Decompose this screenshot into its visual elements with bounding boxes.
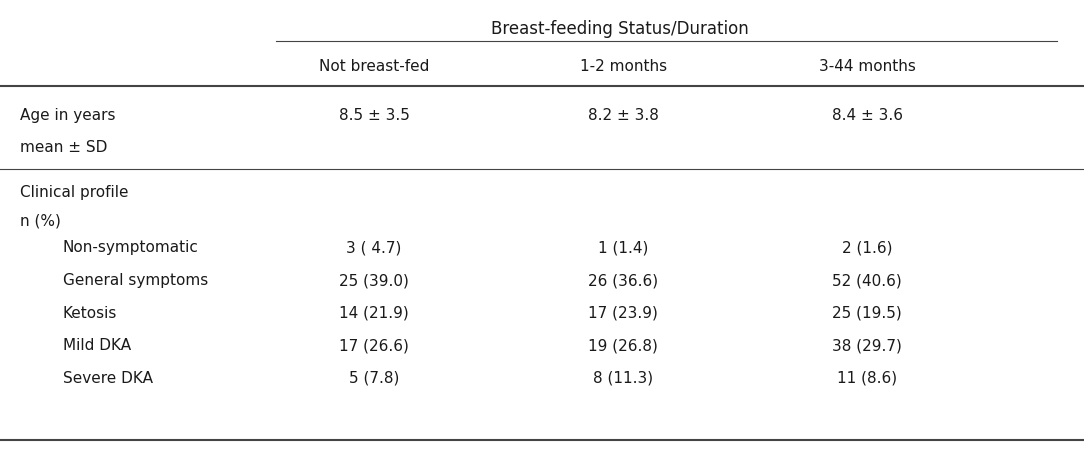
Text: Non-symptomatic: Non-symptomatic — [63, 240, 198, 255]
Text: 8.4 ± 3.6: 8.4 ± 3.6 — [831, 108, 903, 123]
Text: Ketosis: Ketosis — [63, 305, 117, 320]
Text: 19 (26.8): 19 (26.8) — [589, 337, 658, 352]
Text: 17 (23.9): 17 (23.9) — [589, 305, 658, 320]
Text: 1 (1.4): 1 (1.4) — [598, 240, 648, 255]
Text: 2 (1.6): 2 (1.6) — [842, 240, 892, 255]
Text: n (%): n (%) — [20, 213, 61, 228]
Text: 8 (11.3): 8 (11.3) — [593, 370, 654, 385]
Text: Mild DKA: Mild DKA — [63, 337, 131, 352]
Text: 8.5 ± 3.5: 8.5 ± 3.5 — [338, 108, 410, 123]
Text: Age in years: Age in years — [20, 108, 115, 123]
Text: Clinical profile: Clinical profile — [20, 185, 128, 200]
Text: 3 ( 4.7): 3 ( 4.7) — [346, 240, 402, 255]
Text: 25 (19.5): 25 (19.5) — [833, 305, 902, 320]
Text: 38 (29.7): 38 (29.7) — [833, 337, 902, 352]
Text: 3-44 months: 3-44 months — [818, 59, 916, 74]
Text: General symptoms: General symptoms — [63, 272, 208, 287]
Text: mean ± SD: mean ± SD — [20, 140, 107, 155]
Text: 26 (36.6): 26 (36.6) — [589, 272, 658, 287]
Text: 52 (40.6): 52 (40.6) — [833, 272, 902, 287]
Text: 14 (21.9): 14 (21.9) — [339, 305, 409, 320]
Text: 11 (8.6): 11 (8.6) — [837, 370, 898, 385]
Text: 1-2 months: 1-2 months — [580, 59, 667, 74]
Text: Breast-feeding Status/Duration: Breast-feeding Status/Duration — [491, 20, 749, 38]
Text: Not breast-fed: Not breast-fed — [319, 59, 429, 74]
Text: 17 (26.6): 17 (26.6) — [339, 337, 409, 352]
Text: Severe DKA: Severe DKA — [63, 370, 153, 385]
Text: 5 (7.8): 5 (7.8) — [349, 370, 399, 385]
Text: 8.2 ± 3.8: 8.2 ± 3.8 — [588, 108, 659, 123]
Text: 25 (39.0): 25 (39.0) — [339, 272, 409, 287]
